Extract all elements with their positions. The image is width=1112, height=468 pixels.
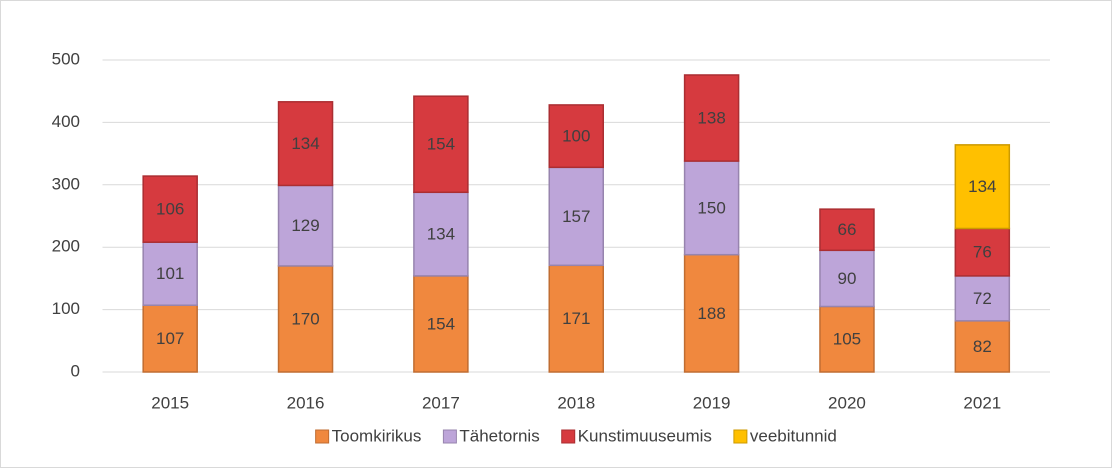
- bar-segment: [142, 175, 198, 243]
- data-label: 76: [973, 243, 992, 262]
- bar-segment: [954, 275, 1011, 322]
- data-label: 154: [427, 135, 455, 154]
- legend-label: veebitunnid: [750, 426, 837, 445]
- data-label: 72: [973, 289, 992, 308]
- data-label: 154: [427, 314, 455, 333]
- data-label: 100: [562, 127, 590, 146]
- bar-segment: [142, 304, 198, 373]
- bar-segment: [277, 101, 334, 187]
- legend-swatch: [733, 429, 748, 444]
- data-label: 134: [291, 134, 319, 153]
- x-tick-label: 2016: [287, 393, 325, 412]
- data-label: 134: [968, 177, 996, 196]
- data-label: 150: [697, 198, 725, 217]
- y-tick-label: 200: [52, 237, 80, 256]
- x-tick-label: 2020: [828, 393, 866, 412]
- data-label: 106: [156, 200, 184, 219]
- y-tick-label: 100: [52, 299, 80, 318]
- data-label: 82: [973, 337, 992, 356]
- bar-segment: [277, 265, 334, 373]
- y-tick-label: 400: [52, 112, 80, 131]
- bar-segment: [954, 144, 1011, 230]
- data-label: 129: [291, 216, 319, 235]
- bar-segment: [819, 208, 875, 252]
- legend-label: Toomkirikus: [332, 426, 422, 445]
- legend-label: Kunstimuuseumis: [578, 426, 712, 445]
- data-label: 66: [838, 220, 857, 239]
- legend-swatch: [442, 429, 457, 444]
- bar-segment: [413, 95, 469, 194]
- data-label: 134: [427, 225, 455, 244]
- legend-swatch: [561, 429, 576, 444]
- y-tick-label: 500: [52, 49, 80, 68]
- bar-segment: [277, 184, 334, 267]
- legend-label: Tähetornis: [459, 426, 539, 445]
- data-label: 101: [156, 264, 184, 283]
- data-label: 157: [562, 207, 590, 226]
- data-label: 90: [838, 269, 857, 288]
- x-tick-label: 2017: [422, 393, 460, 412]
- x-tick-label: 2015: [151, 393, 189, 412]
- x-tick-label: 2018: [557, 393, 595, 412]
- bar-segment: [683, 160, 740, 256]
- data-label: 138: [697, 109, 725, 128]
- y-tick-label: 0: [71, 361, 80, 380]
- bar-segment: [954, 227, 1011, 277]
- data-label: 171: [562, 309, 590, 328]
- bar-segment: [413, 275, 469, 373]
- x-tick-label: 2021: [963, 393, 1001, 412]
- bar-segment: [142, 241, 198, 306]
- data-label: 170: [291, 309, 319, 328]
- x-tick-label: 2019: [693, 393, 731, 412]
- bar-segment: [683, 253, 740, 373]
- bar-segment: [548, 104, 604, 169]
- bar-segment: [548, 264, 604, 373]
- data-label: 107: [156, 329, 184, 348]
- data-label: 105: [833, 330, 861, 349]
- data-label: 188: [697, 304, 725, 323]
- bar-segment: [683, 74, 740, 162]
- legend-swatch: [315, 429, 330, 444]
- y-tick-label: 300: [52, 174, 80, 193]
